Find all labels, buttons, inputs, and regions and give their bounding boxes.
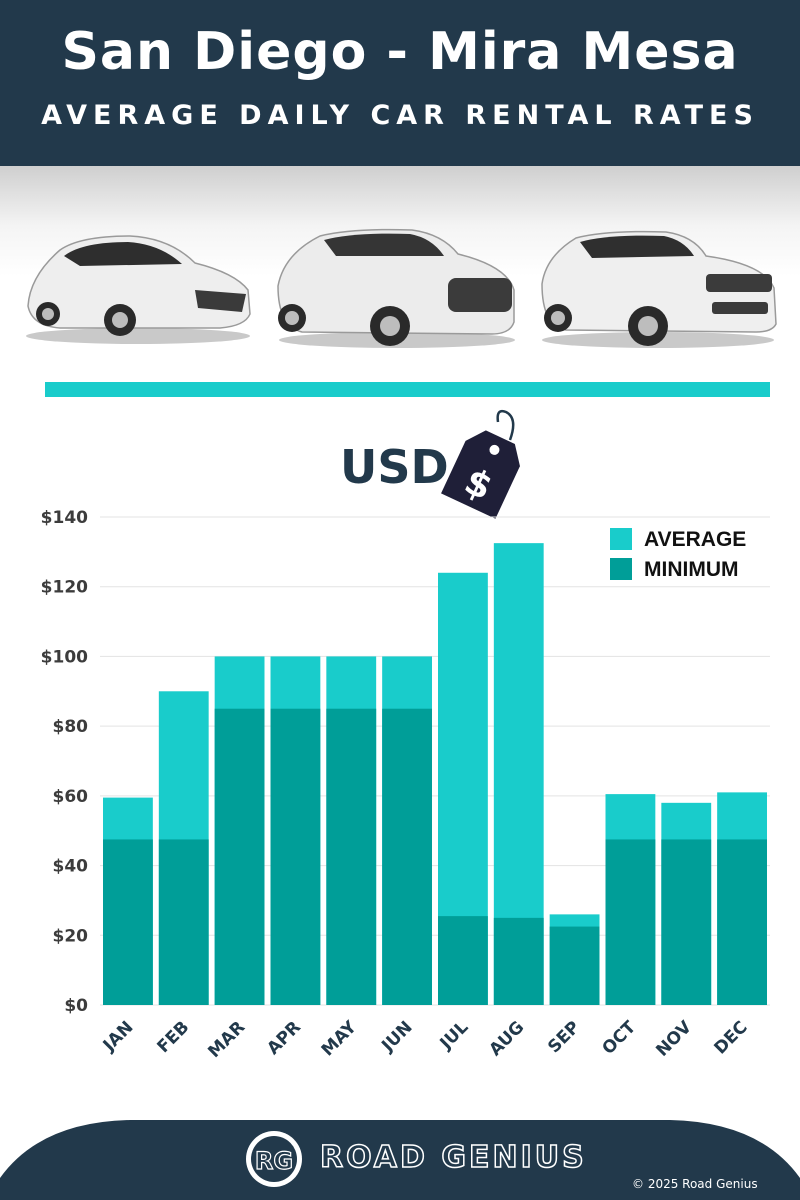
page-subtitle: AVERAGE DAILY CAR RENTAL RATES [41, 100, 759, 131]
grid-lines [100, 516, 770, 1006]
bar-minimum-oct [605, 839, 656, 1005]
x-tick-label: AUG [486, 1017, 529, 1060]
y-tick-label: $80 [53, 717, 89, 737]
x-tick-label: SEP [544, 1017, 584, 1057]
x-tick-label: JUL [436, 1017, 473, 1054]
y-tick-label: $140 [41, 508, 88, 528]
logo-letters: RG [255, 1147, 293, 1175]
page-title: San Diego - Mira Mesa [61, 22, 739, 82]
brand-name: ROAD GENIUS [319, 1139, 587, 1176]
road-genius-logo-icon: RG [246, 1131, 302, 1187]
y-tick-label: $60 [53, 787, 89, 807]
bar-minimum-jun [382, 708, 432, 1005]
header-banner: San Diego - Mira Mesa AVERAGE DAILY CAR … [0, 0, 800, 166]
footer-band [0, 1120, 800, 1200]
legend-label-average: AVERAGE [644, 528, 746, 551]
car-illustrations [0, 166, 800, 371]
bar-minimum-jan [103, 839, 153, 1005]
bars [103, 543, 767, 1005]
bar-minimum-aug [493, 917, 544, 1005]
x-tick-label: FEB [154, 1017, 194, 1057]
bar-minimum-may [326, 708, 377, 1005]
copyright-text: © 2025 Road Genius [632, 1177, 758, 1191]
x-axis-ticks: JAN FEB MAR APR MAY JUN JUL AUG SEP OCT NOV DEC [99, 1017, 752, 1062]
x-tick-label: JAN [99, 1017, 138, 1056]
x-tick-label: APR [263, 1017, 305, 1059]
x-tick-label: MAY [318, 1017, 361, 1060]
bar-minimum-sep [549, 926, 600, 1005]
legend-label-minimum: MINIMUM [644, 558, 738, 581]
y-tick-label: $20 [53, 926, 89, 946]
legend: AVERAGE MINIMUM [610, 528, 746, 581]
rental-rate-chart: $0 $20 $40 $60 $80 $100 $120 $140 JAN FEB MAR APR M… [41, 508, 770, 1062]
legend-swatch-average [610, 528, 632, 550]
y-tick-label: $100 [41, 647, 88, 667]
x-tick-label: NOV [652, 1017, 696, 1061]
currency-label: USD [340, 440, 449, 494]
suv-car-image [277, 228, 515, 348]
bar-minimum-jul [438, 916, 488, 1005]
y-tick-label: $0 [64, 996, 88, 1016]
bar-minimum-feb [158, 839, 209, 1005]
divider-bar [45, 382, 770, 397]
x-tick-label: DEC [710, 1017, 751, 1058]
hatchback-car-image [26, 235, 251, 344]
bar-minimum-apr [270, 708, 321, 1005]
x-tick-label: JUN [377, 1017, 416, 1056]
x-tick-label: OCT [599, 1017, 641, 1059]
x-tick-label: MAR [204, 1017, 249, 1062]
bar-minimum-mar [214, 708, 265, 1005]
legend-swatch-minimum [610, 558, 632, 580]
luxury-suv-car-image [541, 230, 777, 348]
price-tag-icon: $ [441, 409, 520, 519]
y-tick-label: $120 [41, 578, 88, 598]
bar-minimum-dec [717, 839, 767, 1005]
y-axis-ticks: $0 $20 $40 $60 $80 $100 $120 $140 [41, 508, 88, 1016]
bar-minimum-nov [661, 839, 712, 1005]
y-tick-label: $40 [53, 857, 89, 877]
